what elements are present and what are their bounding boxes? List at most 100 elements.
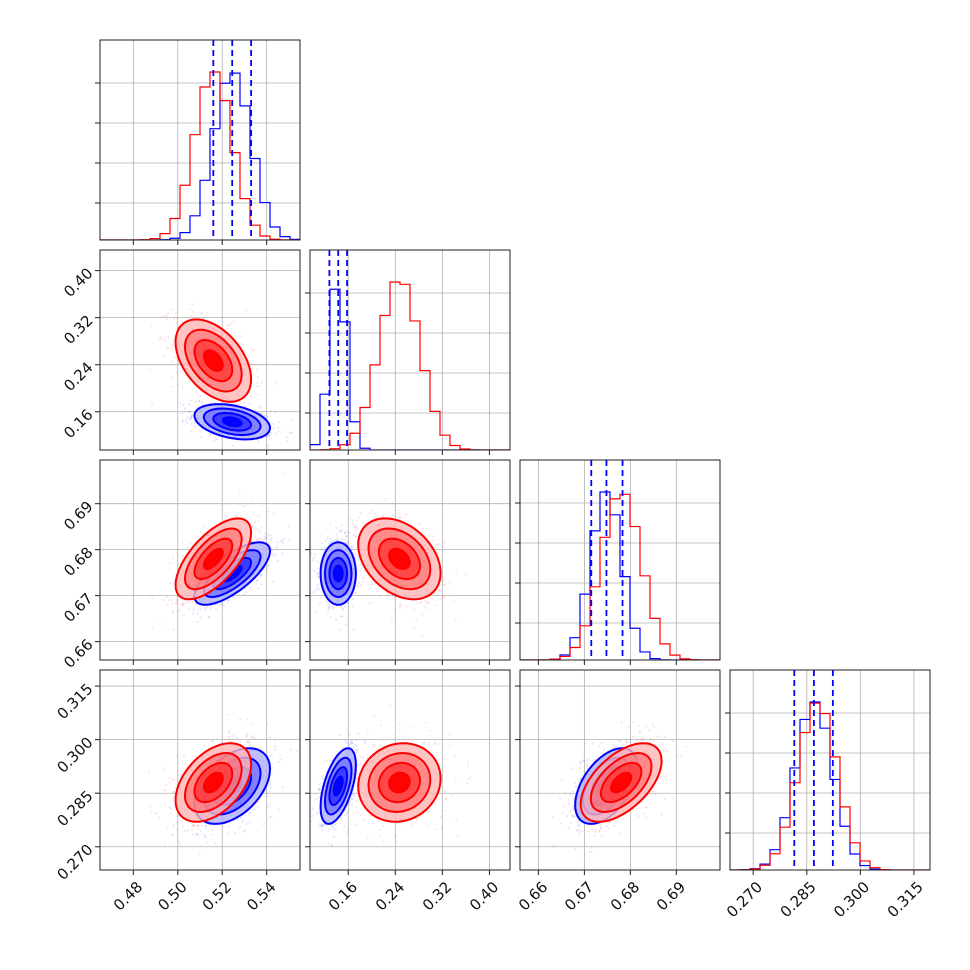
scatter-point <box>162 599 165 602</box>
scatter-point <box>237 402 240 406</box>
scatter-point <box>417 522 421 526</box>
scatter-point <box>328 523 332 526</box>
scatter-point <box>316 583 319 587</box>
scatter-point <box>177 840 180 843</box>
contours-red <box>174 517 253 601</box>
scatter-point <box>170 376 173 379</box>
scatter-point <box>184 407 187 410</box>
contour-line <box>388 547 411 571</box>
panel-1-0 <box>100 250 300 450</box>
scatter-point <box>269 786 272 790</box>
scatter-point <box>209 401 212 405</box>
panel-3-0 <box>100 670 300 870</box>
scatter-point <box>278 430 281 433</box>
scatter-point <box>384 498 387 501</box>
scatter-point <box>249 587 252 590</box>
scatter-point <box>335 533 338 536</box>
scatter-point <box>197 828 200 831</box>
scatter-point <box>249 517 252 520</box>
scatter-point <box>265 568 268 571</box>
scatter-point <box>345 530 348 533</box>
scatter-point <box>179 843 182 846</box>
scatter-point <box>412 608 415 611</box>
scatter-point <box>170 359 174 362</box>
scatter-point <box>182 614 185 617</box>
scatter-point <box>340 615 343 618</box>
scatter-point <box>255 580 259 583</box>
histogram-blue <box>520 491 720 660</box>
scatter-point <box>185 602 188 605</box>
scatter-point <box>280 539 283 543</box>
scatter-point <box>421 527 424 530</box>
scatter-point <box>350 519 354 522</box>
scatter-point <box>175 598 178 602</box>
scatter-point <box>148 594 151 597</box>
scatter-point <box>238 718 241 721</box>
scatter-point <box>295 749 299 752</box>
scatter-point <box>196 534 199 538</box>
scatter-point <box>229 323 232 327</box>
scatter-point <box>260 747 263 750</box>
scatter-point <box>330 541 333 544</box>
scatter-point <box>166 346 169 349</box>
scatter-point <box>333 539 336 542</box>
scatter-point <box>351 598 354 601</box>
scatter-point <box>253 808 256 811</box>
scatter-point <box>397 509 400 512</box>
scatter-point <box>440 559 443 563</box>
scatter-point <box>233 320 236 323</box>
scatter-point <box>280 540 283 543</box>
scatter-point <box>199 616 202 619</box>
scatter-point <box>355 528 359 531</box>
scatter-point <box>214 842 217 845</box>
histogram-red <box>520 493 720 660</box>
scatter-point <box>423 599 426 602</box>
scatter-point <box>348 517 352 520</box>
scatter-point <box>247 740 250 743</box>
scatter-point <box>312 556 315 560</box>
scatter-point <box>218 603 221 606</box>
scatter-point <box>267 564 270 567</box>
scatter-point <box>175 821 178 824</box>
scatter-point <box>203 835 207 838</box>
scatter-point <box>188 607 191 611</box>
scatter-point <box>246 732 249 735</box>
scatter-point <box>172 791 175 794</box>
scatter-point <box>405 513 408 516</box>
scatter-point <box>398 606 401 610</box>
scatter-point <box>266 444 270 447</box>
scatter-point <box>215 608 218 611</box>
scatter-point <box>222 604 225 607</box>
scatter-point <box>399 514 402 517</box>
scatter-point <box>336 539 339 542</box>
scatter-point <box>354 526 357 529</box>
scatter-point <box>346 543 349 546</box>
contour-line <box>193 338 234 383</box>
scatter-point <box>226 599 229 602</box>
scatter-point <box>189 417 192 421</box>
scatter-point <box>263 532 266 535</box>
scatter-point <box>265 435 268 438</box>
scatter-point <box>370 601 373 604</box>
scatter-point <box>352 628 355 631</box>
scatter-point <box>166 311 170 314</box>
contour-line <box>367 527 432 591</box>
scatter-point <box>277 426 280 429</box>
scatter-point <box>270 432 273 435</box>
scatter-point <box>257 520 260 523</box>
scatter-point <box>443 584 446 587</box>
scatter-point <box>312 591 315 594</box>
scatter-point <box>190 415 193 418</box>
contours-red <box>357 517 442 601</box>
scatter-point <box>269 538 272 541</box>
scatter-point <box>320 554 323 557</box>
scatter-point <box>270 550 273 554</box>
scatter-point <box>180 370 183 373</box>
scatter-point <box>257 440 260 443</box>
scatter-point <box>376 590 379 593</box>
scatter-point <box>265 795 268 798</box>
scatter-point <box>200 427 204 431</box>
scatter-point <box>336 537 339 540</box>
scatter-point <box>269 410 272 413</box>
contours-blue <box>193 403 272 441</box>
